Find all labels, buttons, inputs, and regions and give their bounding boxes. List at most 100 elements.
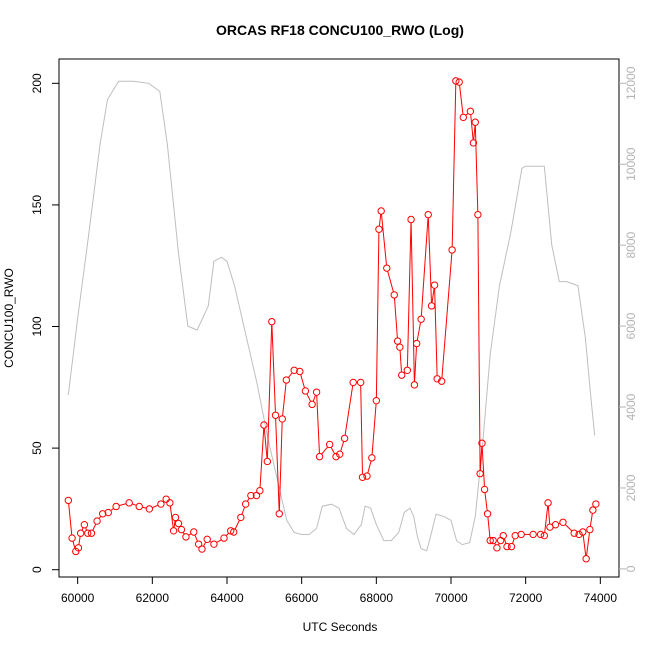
series-segment <box>360 385 363 474</box>
data-point <box>84 529 92 537</box>
series-segment <box>414 347 417 382</box>
series-segment <box>312 395 316 402</box>
series-segment <box>271 325 276 412</box>
data-point <box>76 529 85 537</box>
data-point <box>182 533 190 541</box>
series-segment <box>169 506 174 528</box>
data-point <box>499 531 507 540</box>
series-segment <box>300 374 305 388</box>
series-segment <box>85 527 87 531</box>
series-segment <box>477 218 481 471</box>
y-axis-left: 0 50 100 150 200 <box>30 73 59 573</box>
series-segment <box>173 520 176 528</box>
series-segment <box>381 214 387 265</box>
y2-tick-label: 4000 <box>624 393 638 420</box>
series-segment <box>247 498 250 502</box>
series-segment <box>98 516 101 519</box>
data-point <box>340 434 349 443</box>
data-point <box>268 317 276 326</box>
x-tick-label: 74000 <box>584 591 618 605</box>
data-point <box>278 415 286 423</box>
series-segment <box>68 503 73 535</box>
series-segment <box>586 532 590 556</box>
data-point <box>260 421 268 429</box>
data-point <box>247 491 255 500</box>
series-segment <box>487 517 491 538</box>
x-tick-label: 62000 <box>136 591 170 605</box>
series-segment <box>410 222 415 382</box>
data-point <box>471 118 479 126</box>
series-segment <box>119 503 126 507</box>
data-point <box>579 528 587 536</box>
y2-tick-label: 2000 <box>624 474 638 501</box>
series-segment <box>394 298 398 338</box>
data-point <box>412 339 421 348</box>
series-segment <box>544 506 549 533</box>
series-segment <box>78 536 81 545</box>
series-segment <box>512 538 515 544</box>
series-segment <box>406 222 412 367</box>
series-segment <box>216 539 222 543</box>
series-segment <box>344 385 354 435</box>
data-point <box>171 513 180 522</box>
data-point <box>315 452 324 461</box>
data-point <box>476 469 484 478</box>
data-point <box>496 536 505 545</box>
y-tick-label: 200 <box>30 73 44 93</box>
data-point <box>417 315 425 323</box>
data-point <box>145 505 154 513</box>
series-segment <box>266 325 273 459</box>
data-point <box>210 540 218 548</box>
data-point <box>410 381 419 389</box>
x-tick-label: 72000 <box>509 591 543 605</box>
data-point <box>263 457 272 466</box>
data-point <box>507 542 516 551</box>
y-tick-label: 0 <box>30 566 44 573</box>
data-point <box>383 264 391 272</box>
data-point <box>430 281 439 289</box>
data-point <box>466 107 475 115</box>
y-tick-label: 50 <box>30 441 44 455</box>
data-point <box>198 545 206 553</box>
series-segment <box>234 520 240 530</box>
data-point <box>459 113 468 122</box>
concentration-series <box>64 77 600 563</box>
data-point <box>559 518 567 526</box>
y-tick-label: 150 <box>30 195 44 215</box>
series-segment <box>479 446 483 471</box>
data-point <box>540 531 549 540</box>
data-point <box>177 525 186 534</box>
data-point <box>166 499 174 507</box>
series-segment <box>330 447 335 454</box>
x-tick-label: 64000 <box>210 591 244 605</box>
data-point <box>489 536 497 545</box>
data-point <box>570 529 578 537</box>
data-point <box>275 510 283 518</box>
series-segment <box>378 214 382 226</box>
data-point <box>493 544 501 552</box>
data-point <box>407 215 415 224</box>
data-point <box>349 378 357 387</box>
x-axis: 60000 62000 64000 66000 68000 70000 72000 74000 <box>61 577 617 605</box>
data-point <box>424 210 432 219</box>
chart-title: ORCAS RF18 CONCU100_RWO (Log) <box>216 22 464 38</box>
series-segment <box>142 506 147 509</box>
data-point <box>452 77 460 85</box>
data-point <box>517 530 525 539</box>
series-segment <box>278 422 283 511</box>
data-point <box>575 530 583 539</box>
series-segment <box>263 428 268 459</box>
series-segment <box>465 113 469 116</box>
data-point <box>252 491 261 500</box>
data-point <box>230 528 238 536</box>
series-segment <box>110 508 114 511</box>
data-point <box>486 536 494 545</box>
data-point <box>74 544 83 552</box>
data-point <box>282 376 291 384</box>
data-point <box>157 500 165 508</box>
series-segment <box>92 524 97 531</box>
series-segment <box>420 218 429 316</box>
series-segment <box>565 524 573 532</box>
data-point <box>308 400 316 409</box>
data-point <box>64 496 73 505</box>
